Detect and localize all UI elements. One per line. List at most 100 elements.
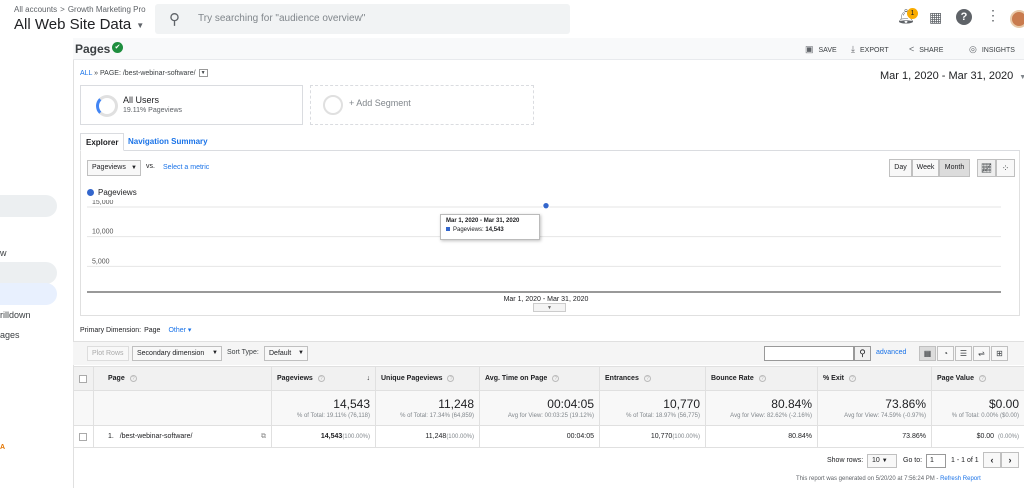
help-icon[interactable]: ? [849, 375, 857, 382]
select-all-checkbox[interactable] [79, 374, 87, 383]
add-segment-button[interactable]: + Add Segment [310, 85, 534, 125]
add-segment-ring-icon [323, 95, 343, 115]
comparison-view-icon[interactable]: ⇌ [973, 346, 990, 361]
copy-link-icon[interactable]: ⧉ [261, 432, 266, 440]
secondary-dimension-select[interactable]: Secondary dimension ▼ [132, 346, 222, 361]
refresh-report-link[interactable]: Refresh Report [940, 476, 981, 482]
pageviews-point[interactable] [542, 201, 550, 210]
performance-view-icon[interactable]: ☰ [955, 346, 972, 361]
nav-item-active[interactable] [0, 283, 57, 305]
nav-item-4[interactable]: A [0, 444, 6, 451]
help-icon[interactable]: ? [758, 375, 766, 382]
segment-all-users[interactable]: All Users 19.11% Pageviews [80, 85, 303, 125]
help-icon[interactable]: ? [129, 375, 137, 382]
insights-button[interactable]: ◎ INSIGHTS [969, 44, 1015, 54]
segment-ring-icon [96, 95, 118, 117]
header-bounce-rate[interactable]: Bounce Rate? [705, 366, 818, 391]
motion-chart-icon[interactable]: ⁘ [996, 159, 1015, 177]
help-icon[interactable]: ? [552, 375, 560, 382]
help-icon[interactable]: ? [956, 9, 972, 25]
nav-item-highlight[interactable] [0, 195, 57, 217]
chevron-down-icon: ▼ [1019, 74, 1024, 81]
breadcrumb-all-link[interactable]: ALL [80, 69, 93, 77]
segment-subtitle: 19.11% Pageviews [123, 107, 183, 114]
help-icon[interactable]: ? [317, 375, 325, 382]
page-toolbar [73, 38, 1024, 60]
nav-item-pages[interactable]: ages [0, 330, 20, 340]
next-page-button[interactable]: › [1001, 452, 1019, 468]
apps-grid-icon[interactable]: ▦ [929, 9, 943, 25]
breadcrumb-property[interactable]: Growth Marketing Pro [67, 5, 146, 14]
pivot-view-icon[interactable]: ⊞ [991, 346, 1008, 361]
date-range-picker[interactable]: Mar 1, 2020 - Mar 31, 2020 ▼ [880, 70, 1024, 82]
export-button[interactable]: ⤓ EXPORT [851, 44, 889, 54]
select-metric-link[interactable]: Select a metric [163, 164, 210, 171]
header-exit[interactable]: % Exit? [817, 366, 932, 391]
account-breadcrumb[interactable]: All accounts > Growth Marketing Pro [14, 5, 146, 14]
row-checkbox[interactable] [79, 432, 87, 441]
month-button[interactable]: Month [939, 159, 970, 177]
line-chart-icon[interactable]: 📈︎ [977, 159, 996, 177]
header-page[interactable]: Page? [93, 366, 272, 391]
primary-dimension-page: Page [144, 327, 161, 334]
chart-resize-handle[interactable]: ▼ [533, 303, 566, 312]
metric-select[interactable]: Pageviews ▼ [87, 160, 141, 176]
tab-explorer[interactable]: Explorer [80, 133, 125, 151]
row-bounce: 80.84% [705, 425, 818, 448]
breadcrumb-root[interactable]: All accounts [14, 5, 58, 14]
tab-navigation-summary[interactable]: Navigation Summary [128, 137, 208, 146]
header-unique-pageviews[interactable]: Unique Pageviews? [375, 366, 480, 391]
pageviews-chart[interactable]: 15,000 10,000 5,000 Mar 1, 2020 - Mar 31, … [87, 200, 1007, 308]
row-value: $0.00 [976, 433, 995, 440]
goto-input[interactable]: 1 [926, 454, 946, 468]
day-button[interactable]: Day [889, 159, 912, 177]
row-pageviews: 14,543 [320, 433, 343, 440]
header-entrances[interactable]: Entrances? [599, 366, 706, 391]
report-breadcrumb: ALL » PAGE: /best-webinar-software/▼ [80, 69, 208, 77]
show-rows-label: Show rows: [827, 457, 864, 464]
prev-page-button[interactable]: ‹ [983, 452, 1001, 468]
table-search-icon[interactable]: ⚲ [854, 346, 871, 361]
avatar[interactable] [1010, 10, 1024, 28]
header-pageviews[interactable]: Pageviews? ↓ [271, 366, 376, 391]
chart-panel [80, 151, 1020, 316]
rows-per-page-select[interactable]: 10 ▼ [867, 454, 897, 468]
nav-item-1[interactable]: w [0, 248, 7, 258]
tooltip-title: Mar 1, 2020 - Mar 31, 2020 [446, 218, 520, 224]
goto-label: Go to: [903, 457, 923, 464]
week-button[interactable]: Week [912, 159, 939, 177]
row-entrances: 10,770 [650, 433, 673, 440]
account-view-selector[interactable]: All Web Site Data ▼ [14, 16, 145, 33]
help-icon[interactable]: ? [447, 375, 455, 382]
table-view-icon[interactable]: ▦ [919, 346, 936, 361]
vs-label: vs. [146, 163, 155, 170]
help-icon[interactable]: ? [978, 375, 986, 382]
save-icon: ▣ [805, 44, 814, 54]
row-page-link[interactable]: /best-webinar-software/ [119, 432, 193, 440]
share-button[interactable]: < SHARE [909, 44, 944, 54]
nav-item-drilldown[interactable]: rilldown [0, 310, 31, 320]
help-icon[interactable]: ? [643, 375, 651, 382]
breadcrumb-dropdown-icon[interactable]: ▼ [198, 69, 208, 77]
table-row[interactable]: 1. /best-webinar-software/⧉ 14,543(100.0… [73, 425, 1024, 448]
save-button[interactable]: ▣ SAVE [805, 44, 837, 54]
nav-item-selected[interactable] [0, 262, 57, 284]
totals-row: 14,543% of Total: 19.11% (76,118) 11,248… [73, 390, 1024, 426]
row-avg-time: 00:04:05 [479, 425, 600, 448]
sort-type-select[interactable]: Default ▼ [264, 346, 308, 361]
report-table: Page? Pageviews? ↓ Unique Pageviews? Avg.… [73, 366, 1024, 448]
other-dimension-link[interactable]: Other ▾ [168, 327, 192, 334]
more-vert-icon[interactable]: ⋮ [986, 7, 1000, 23]
pie-view-icon[interactable]: ◔ [937, 346, 954, 361]
header-page-value[interactable]: Page Value? [931, 366, 1024, 391]
page-title: Pages [75, 42, 111, 56]
table-search-input[interactable] [764, 346, 854, 361]
legend-dot [87, 189, 94, 196]
plot-rows-button[interactable]: Plot Rows [87, 346, 129, 361]
generated-note: This report was generated on 5/20/20 at … [796, 476, 981, 482]
left-nav: w rilldown ages A [0, 38, 73, 488]
total-value: $0.00% of Total: 0.00% ($0.00) [931, 390, 1024, 426]
advanced-filter-link[interactable]: advanced [876, 349, 907, 356]
header-avg-time[interactable]: Avg. Time on Page? [479, 366, 600, 391]
search-bar[interactable]: ⚲ Try searching for "audience overview" [155, 4, 570, 34]
